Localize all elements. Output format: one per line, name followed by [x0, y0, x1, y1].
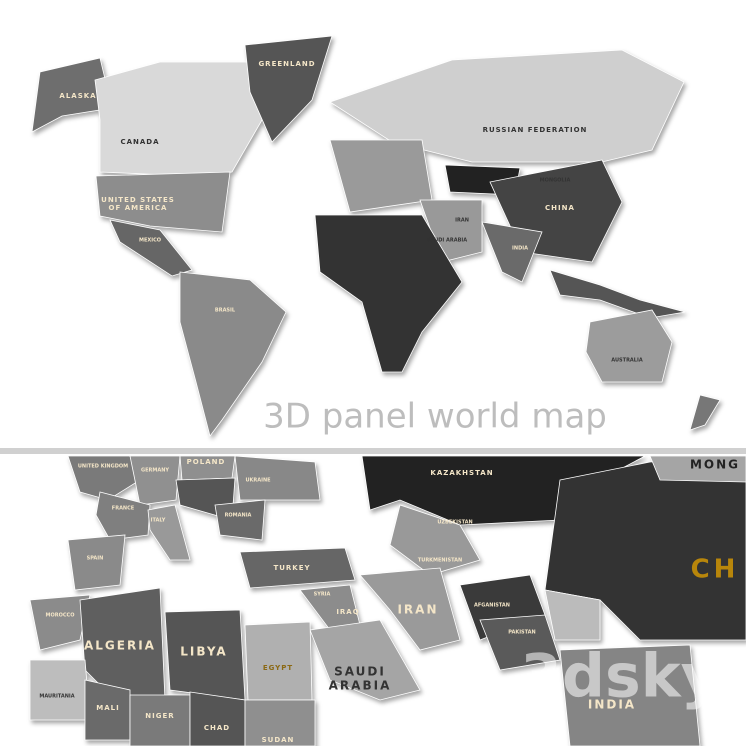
country-label: POLAND — [187, 458, 226, 466]
country-label: INDIA — [512, 246, 528, 252]
country-label: LIBYA — [180, 645, 227, 659]
country-label: TURKEY — [273, 564, 310, 572]
egypt-shape — [244, 621, 313, 701]
country-label: INDIA — [588, 698, 636, 712]
country-label: KAZAKHSTAN — [430, 469, 493, 477]
country-label: MONG — [690, 458, 740, 472]
usa-shape — [95, 171, 231, 233]
country-label: MONGOLIA — [540, 178, 571, 184]
new-zealand-shape — [689, 394, 721, 431]
country-label: ALGERIA — [84, 639, 156, 653]
alaska-shape — [31, 57, 113, 133]
tajik-shape — [544, 589, 601, 641]
sea-islands-shape — [549, 269, 686, 319]
ukraine-shape — [234, 455, 321, 501]
country-label: SAUDI — [334, 665, 386, 679]
country-label: CANADA — [120, 138, 159, 146]
country-label: RUSSIAN FEDERATION — [483, 126, 588, 134]
iran-shape — [359, 567, 461, 651]
country-label: AUSTRALIA — [611, 358, 643, 364]
country-label: ROMANIA — [225, 513, 252, 519]
country-label: UNITED STATES — [101, 196, 175, 204]
country-label: IRAN — [455, 218, 469, 224]
world-map — [31, 35, 721, 437]
country-label: GREENLAND — [258, 60, 315, 68]
country-label: CH — [691, 555, 740, 585]
country-label: ALASKA — [59, 92, 96, 100]
sudan-shape — [244, 699, 316, 746]
romania-shape — [214, 499, 266, 541]
country-label: UNITED KINGDOM — [78, 464, 128, 470]
country-label: OF AMERICA — [109, 204, 168, 212]
italy-shape — [147, 504, 191, 561]
country-label: ITALY — [151, 518, 166, 524]
country-label: GERMANY — [141, 468, 169, 474]
country-label: SYRIA — [314, 592, 331, 598]
country-label: CHINA — [545, 204, 575, 212]
saudi-shape — [309, 619, 421, 701]
country-label: UZBEKISTAN — [437, 520, 472, 526]
niger-shape — [129, 694, 191, 746]
country-label: MAURITANIA — [39, 694, 74, 700]
france-shape — [95, 491, 151, 541]
country-label: NIGER — [145, 712, 174, 720]
mauritania-shape — [29, 659, 91, 721]
uzbek-turkmen-shape — [389, 504, 481, 576]
chad-shape — [189, 691, 246, 746]
south-america-shape — [179, 271, 287, 437]
australia-shape — [585, 309, 673, 383]
mongolia-shape — [649, 455, 746, 483]
uk-shape — [67, 455, 141, 501]
caption: 3D panel world map — [263, 397, 607, 437]
country-label: SAUDI ARABIA — [427, 238, 467, 244]
turkey-shape — [239, 547, 356, 589]
country-label: BRASIL — [215, 308, 236, 314]
country-label: ARABIA — [329, 679, 392, 693]
country-label: TURKMENISTAN — [418, 558, 462, 564]
canada-shape — [94, 61, 263, 177]
greenland-shape — [244, 35, 333, 143]
detail-map — [0, 454, 746, 746]
country-label: MOROCCO — [46, 613, 75, 619]
country-label: MALI — [96, 704, 119, 712]
pakistan-shape — [479, 614, 561, 671]
europe-shape — [329, 139, 433, 213]
country-label: UKRAINE — [245, 478, 271, 484]
country-label: IRAN — [397, 603, 438, 617]
spain-shape — [67, 534, 126, 591]
india-shape — [481, 221, 543, 283]
country-label: EGYPT — [263, 664, 293, 672]
country-label: SUDAN — [262, 736, 295, 744]
country-label: SPAIN — [87, 556, 104, 562]
kazakhstan-shape — [361, 455, 646, 526]
country-label: FRANCE — [112, 506, 135, 512]
country-label: IRAQ — [336, 608, 359, 616]
morocco-shape — [29, 594, 91, 651]
india-shape — [559, 644, 701, 746]
country-label: PAKISTAN — [508, 630, 536, 636]
divider — [0, 448, 746, 454]
watermark: 3dsky — [520, 642, 719, 712]
country-label: MEXICO — [139, 238, 161, 244]
country-label: CHAD — [204, 724, 230, 732]
africa-shape — [314, 214, 463, 373]
country-label: AFGANISTAN — [474, 603, 510, 609]
germany-shape — [129, 455, 181, 506]
